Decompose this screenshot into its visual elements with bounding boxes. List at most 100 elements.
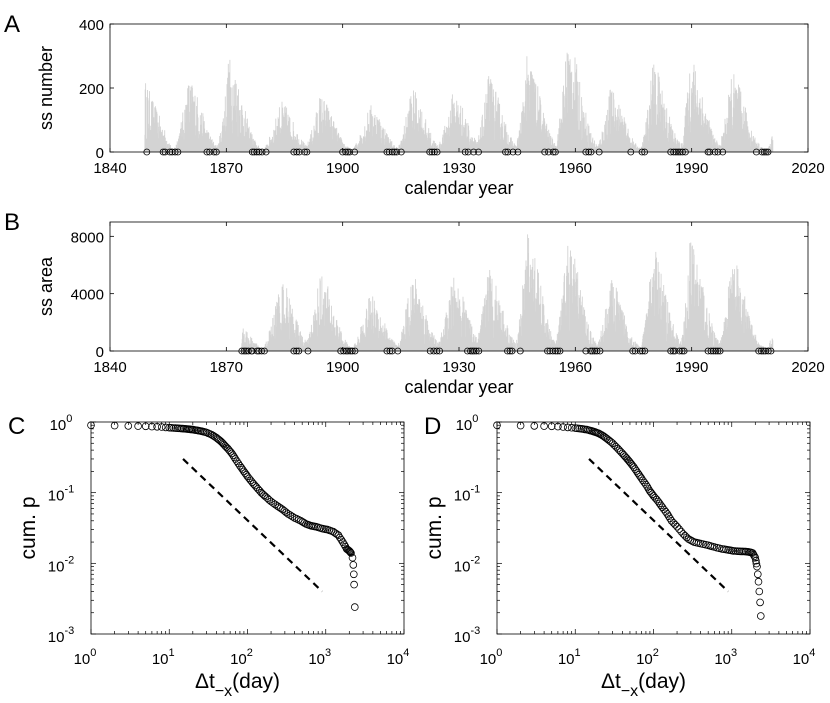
data-point: [644, 485, 653, 493]
data-point: [753, 570, 762, 579]
x-tick-label: 1840: [93, 359, 126, 376]
data-point: [348, 553, 357, 562]
data-point: [753, 562, 761, 571]
data-point: [530, 422, 539, 430]
data-point: [673, 522, 681, 531]
data-point: [234, 459, 243, 468]
series-points-c: [87, 421, 359, 611]
y-tick-label: 4000: [71, 287, 104, 304]
data-point: [655, 499, 664, 508]
data-point: [124, 422, 133, 430]
data-point: [567, 423, 576, 432]
x-tick-label: 1900: [326, 359, 359, 376]
data-point: [349, 570, 358, 579]
x-tick-label: 104: [793, 647, 816, 668]
data-point: [640, 478, 649, 487]
x-tick-label: 1900: [326, 160, 359, 177]
y-tick-label: 400: [79, 17, 104, 34]
y-axis-label: cum. p: [17, 496, 40, 559]
series-bars-a: [144, 52, 774, 152]
data-point: [110, 421, 119, 430]
x-axis-label: Δt−x(day): [195, 670, 280, 700]
data-point: [228, 449, 236, 458]
data-point: [756, 612, 765, 620]
data-point: [554, 422, 562, 431]
data-point: [643, 482, 652, 491]
power-law-reference-line: [182, 458, 323, 593]
y-tick-label: 0: [96, 344, 104, 361]
x-tick-label: 1930: [442, 160, 475, 177]
data-point: [257, 488, 266, 497]
data-point: [636, 472, 644, 481]
data-point: [632, 467, 641, 475]
data-point: [161, 423, 170, 432]
x-tick-label: 100: [480, 647, 503, 668]
data-point: [347, 549, 355, 557]
x-tick-label: 1870: [210, 160, 243, 177]
data-point: [729, 547, 738, 555]
data-point: [284, 510, 292, 518]
panel-c: C 100 101 102 103 104 100 10-1 10-2 10-3 Δt−x(day)…: [8, 413, 409, 700]
x-tick-label: 2020: [791, 359, 824, 376]
data-point: [300, 519, 309, 527]
panel-letter-b: B: [4, 209, 20, 236]
data-point: [563, 423, 572, 432]
x-tick-label: 103: [308, 647, 331, 668]
activity-bars: [144, 52, 774, 152]
data-point: [288, 512, 297, 521]
x-tick-label: 101: [558, 647, 581, 668]
data-point: [165, 423, 174, 432]
y-tick-label: 10-3: [48, 625, 74, 646]
data-point: [350, 603, 359, 611]
x-tick-label: 104: [387, 647, 410, 668]
data-point: [271, 500, 280, 509]
data-point: [754, 577, 763, 586]
data-point: [349, 561, 358, 569]
y-tick-label: 8000: [71, 229, 104, 246]
x-tick-label: 2020: [791, 160, 824, 177]
x-tick-label: 1870: [210, 359, 243, 376]
panel-b: B 1840 1870 1900 1930 1960 1990 2020 0 4000 8000 ca…: [4, 209, 825, 397]
x-tick-label: 102: [230, 647, 253, 668]
data-point: [669, 518, 678, 527]
data-point: [547, 422, 556, 431]
panel-letter-d: D: [424, 413, 441, 440]
data-point: [286, 511, 295, 520]
y-axis-label: cum. p: [423, 496, 446, 559]
data-point: [493, 421, 501, 430]
x-tick-label: 101: [152, 647, 175, 668]
data-point: [752, 559, 761, 568]
data-point: [344, 546, 353, 554]
x-tick-label: 1840: [93, 160, 126, 177]
data-point: [222, 443, 231, 452]
panel-d: D 100 101 102 103 104 100 10-1 10-2 10-3 Δt−x(day)…: [423, 413, 815, 700]
x-axis-label: Δt−x(day): [601, 670, 686, 700]
data-point: [282, 508, 291, 517]
panel-a: A 1840 1870 1900 1930 1960 1990 2020 0 200 400 cale…: [4, 11, 825, 198]
data-point: [337, 535, 346, 544]
y-tick-label: 200: [79, 81, 104, 98]
data-point: [230, 453, 239, 461]
data-point: [750, 552, 759, 560]
data-point: [346, 548, 355, 557]
panel-letter-c: C: [8, 413, 25, 440]
y-axis-label: ss area: [36, 256, 56, 316]
data-point: [157, 423, 166, 431]
y-tick-label: 10-1: [48, 484, 74, 505]
x-tick-label: 1990: [675, 160, 708, 177]
series-bars-b: [241, 234, 774, 351]
data-point: [675, 525, 683, 533]
data-point: [167, 423, 176, 432]
data-point: [559, 423, 567, 431]
data-point: [169, 424, 178, 432]
data-point: [292, 514, 301, 523]
data-point: [87, 421, 95, 430]
data-point: [202, 428, 211, 437]
data-point: [350, 580, 358, 589]
y-tick-label: 0: [96, 145, 104, 162]
data-point: [664, 512, 673, 520]
data-point: [631, 465, 639, 473]
x-tick-label: 103: [714, 647, 737, 668]
data-point: [755, 587, 764, 596]
